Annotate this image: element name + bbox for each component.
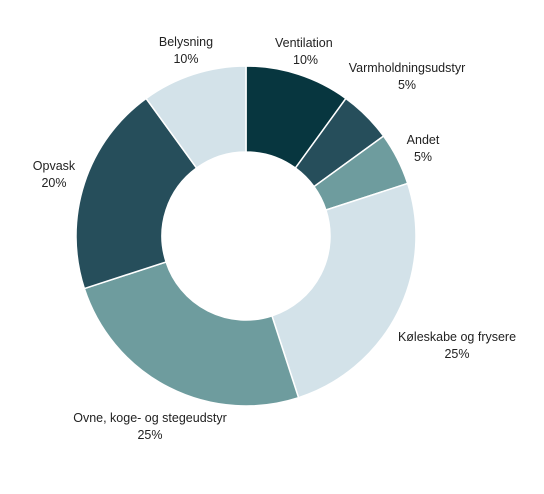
slice-label-koeleskabe-og-frysere: Køleskabe og frysere bbox=[398, 330, 516, 344]
slice-label-belysning: Belysning bbox=[159, 35, 213, 49]
labels-group: Ventilation 10% Varmholdningsudstyr 5% Andet… bbox=[33, 35, 516, 442]
slices-group bbox=[75, 65, 417, 407]
slice-value-ventilation: 10% bbox=[293, 53, 318, 67]
slice-value-opvask: 20% bbox=[41, 176, 66, 190]
slice-label-ventilation: Ventilation bbox=[275, 36, 333, 50]
slice-label-andet: Andet bbox=[407, 133, 440, 147]
slice-opvask bbox=[75, 97, 198, 290]
slice-value-andet: 5% bbox=[414, 150, 432, 164]
slice-ovne-koge-og-stegeudstyr bbox=[83, 261, 300, 407]
slice-value-belysning: 10% bbox=[173, 52, 198, 66]
slice-belysning bbox=[145, 65, 247, 170]
slice-label-ovne-koge-og-stegeudstyr: Ovne, koge- og stegeudstyr bbox=[73, 411, 227, 425]
slice-value-varmholdningsudstyr: 5% bbox=[398, 78, 416, 92]
slice-value-ovne-koge-og-stegeudstyr: 25% bbox=[137, 428, 162, 442]
slice-value-koeleskabe-og-frysere: 25% bbox=[444, 347, 469, 361]
slice-label-varmholdningsudstyr: Varmholdningsudstyr bbox=[349, 61, 466, 75]
slice-koeleskabe-og-frysere bbox=[271, 182, 417, 399]
slice-label-opvask: Opvask bbox=[33, 159, 76, 173]
